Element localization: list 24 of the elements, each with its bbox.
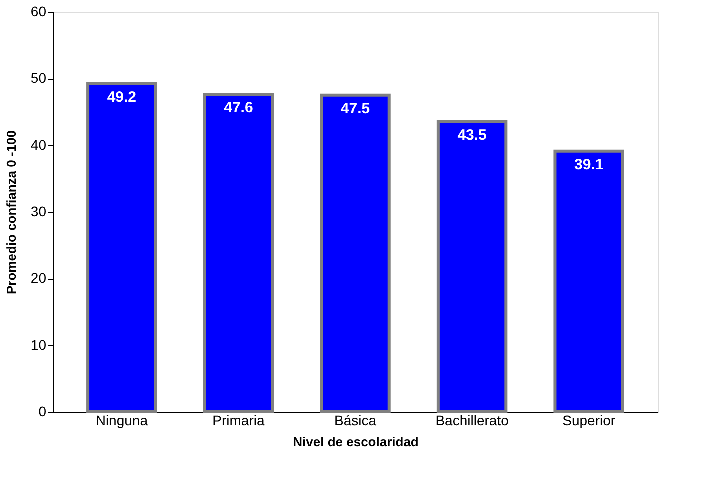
data-label: 47.6 xyxy=(224,100,254,117)
data-label: 49.2 xyxy=(107,89,137,106)
data-label: 47.5 xyxy=(340,100,370,118)
data-label: 39.1 xyxy=(574,156,604,174)
x-tick-label: Bachillerato xyxy=(436,412,510,428)
x-axis-title: Nivel de escolaridad xyxy=(293,434,419,450)
y-tick-label: 60 xyxy=(30,4,47,20)
y-tick-label: 50 xyxy=(30,70,47,86)
x-tick-label: Ninguna xyxy=(96,412,148,428)
y-tick-label: 40 xyxy=(30,136,47,153)
y-tick-label: 10 xyxy=(30,336,47,353)
bar xyxy=(436,120,508,414)
bar xyxy=(203,93,274,414)
bar xyxy=(320,94,391,414)
y-tick-label: 20 xyxy=(30,270,47,286)
y-tick-label: 30 xyxy=(30,204,47,220)
y-axis-title: Promedio confianza 0 -100 xyxy=(4,130,19,294)
x-tick-label: Primaria xyxy=(212,412,265,428)
x-tick-label: Básica xyxy=(334,412,377,428)
data-label: 43.5 xyxy=(458,127,487,144)
bar xyxy=(86,82,158,414)
bar xyxy=(554,150,624,414)
x-tick-label: Superior xyxy=(562,412,616,428)
y-tick-label: 0 xyxy=(38,404,47,420)
